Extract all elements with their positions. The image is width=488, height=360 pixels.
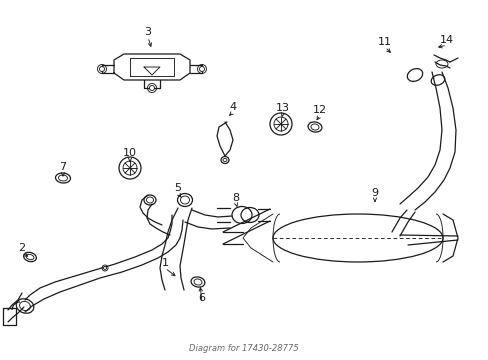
Text: 2: 2: [19, 243, 25, 253]
Text: 9: 9: [371, 188, 378, 198]
Text: 5: 5: [174, 183, 181, 193]
Ellipse shape: [103, 266, 106, 270]
Text: Diagram for 17430-28775: Diagram for 17430-28775: [189, 344, 298, 353]
Text: 7: 7: [60, 162, 66, 172]
Text: 10: 10: [123, 148, 137, 158]
Ellipse shape: [99, 67, 104, 72]
Ellipse shape: [149, 86, 154, 90]
Text: 13: 13: [275, 103, 289, 113]
Text: 3: 3: [144, 27, 151, 37]
Text: 4: 4: [229, 102, 236, 112]
Text: 8: 8: [232, 193, 239, 203]
Text: 11: 11: [377, 37, 391, 47]
Text: 1: 1: [161, 258, 168, 268]
Text: 6: 6: [198, 293, 205, 303]
Text: 14: 14: [439, 35, 453, 45]
Text: 12: 12: [312, 105, 326, 115]
Ellipse shape: [199, 67, 204, 72]
